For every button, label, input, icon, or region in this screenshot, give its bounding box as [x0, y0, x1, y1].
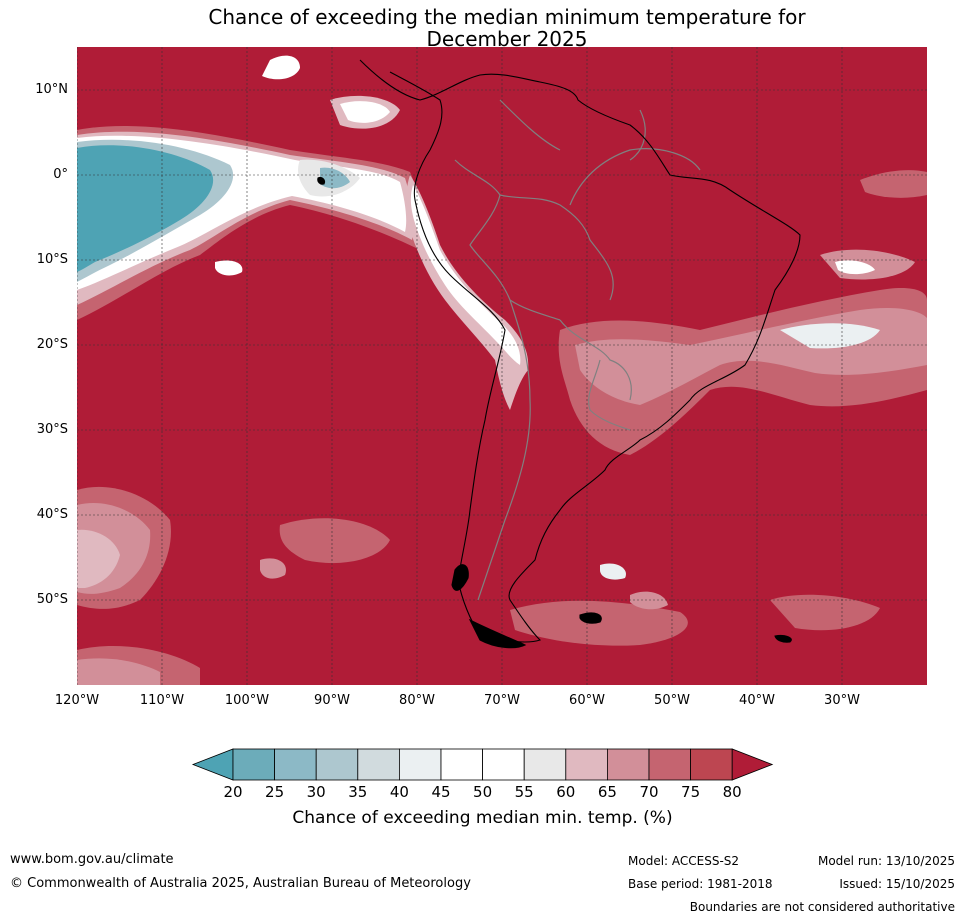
colorbar-tick-label: 65	[597, 783, 617, 801]
colorbar-tick-label: 20	[223, 783, 243, 801]
lon-label-80w: 80°W	[399, 693, 435, 708]
lon-label-40w: 40°W	[739, 693, 775, 708]
lat-label-40s: 40°S	[36, 507, 68, 522]
lat-label-50s: 50°S	[36, 592, 68, 607]
lat-label-20s: 20°S	[36, 337, 68, 352]
andes-anomaly-strip	[406, 175, 529, 410]
colorbar-tick-label: 30	[306, 783, 326, 801]
copyright-notice: © Commonwealth of Australia 2025, Austra…	[10, 876, 471, 891]
colorbar-segment	[440, 748, 483, 781]
lon-label-100w: 100°W	[224, 693, 270, 708]
colorbar-tick-label: 80	[722, 783, 742, 801]
lat-label-10s: 10°S	[36, 252, 68, 267]
lon-label-60w: 60°W	[569, 693, 605, 708]
issued-date: Issued: 15/10/2025	[839, 877, 955, 891]
south-pacific-anomaly-patches	[77, 486, 880, 685]
country-borders	[454, 99, 701, 601]
colorbar-segments	[191, 748, 774, 781]
lon-label-30w: 30°W	[824, 693, 860, 708]
colorbar-tick-label: 70	[639, 783, 659, 801]
colorbar-segment	[607, 748, 650, 781]
forecast-map	[77, 47, 927, 685]
colorbar-tick-label: 25	[265, 783, 285, 801]
colorbar-segment	[690, 748, 733, 781]
colorbar-segment	[648, 748, 691, 781]
coastline	[317, 59, 801, 649]
colorbar-arrow-high	[731, 748, 774, 781]
map-title-line2: December 2025	[426, 27, 588, 51]
lat-label-10n: 10°N	[35, 82, 68, 97]
atlantic-anomaly-patches	[510, 170, 927, 646]
lon-label-120w: 120°W	[54, 693, 100, 708]
boundaries-disclaimer: Boundaries are not considered authoritat…	[689, 900, 955, 914]
colorbar-segment	[523, 748, 567, 781]
colorbar-segment	[565, 748, 608, 781]
lat-label-0: 0°	[53, 167, 68, 182]
model-name: Model: ACCESS-S2	[628, 854, 740, 868]
cool-anomaly-region	[77, 55, 422, 320]
lon-label-110w: 110°W	[139, 693, 185, 708]
colorbar-segment	[482, 748, 525, 781]
colorbar-tick-label: 55	[514, 783, 534, 801]
model-run-date: Model run: 13/10/2025	[817, 854, 955, 868]
colorbar-label: Chance of exceeding median min. temp. (%…	[292, 808, 673, 828]
colorbar-tick-label: 45	[431, 783, 451, 801]
website-url: www.bom.gov.au/climate	[10, 852, 174, 867]
colorbar-tick-label: 35	[348, 783, 368, 801]
lon-label-90w: 90°W	[314, 693, 350, 708]
colorbar-segment	[357, 748, 400, 781]
lat-label-30s: 30°S	[36, 422, 68, 437]
map-title-line1: Chance of exceeding the median minimum t…	[208, 5, 806, 29]
base-period: Base period: 1981-2018	[628, 877, 773, 891]
colorbar-segment	[398, 748, 442, 781]
colorbar-segment	[274, 748, 317, 781]
colorbar-arrow-low	[191, 748, 234, 781]
lon-label-70w: 70°W	[484, 693, 520, 708]
lon-label-50w: 50°W	[654, 693, 690, 708]
colorbar-tick-label: 60	[556, 783, 576, 801]
colorbar-tick-label: 75	[681, 783, 701, 801]
colorbar-segment	[315, 748, 359, 781]
colorbar-tick-label: 40	[389, 783, 409, 801]
colorbar-segment	[232, 748, 275, 781]
colorbar	[191, 748, 774, 781]
colorbar-tick-label: 50	[473, 783, 493, 801]
